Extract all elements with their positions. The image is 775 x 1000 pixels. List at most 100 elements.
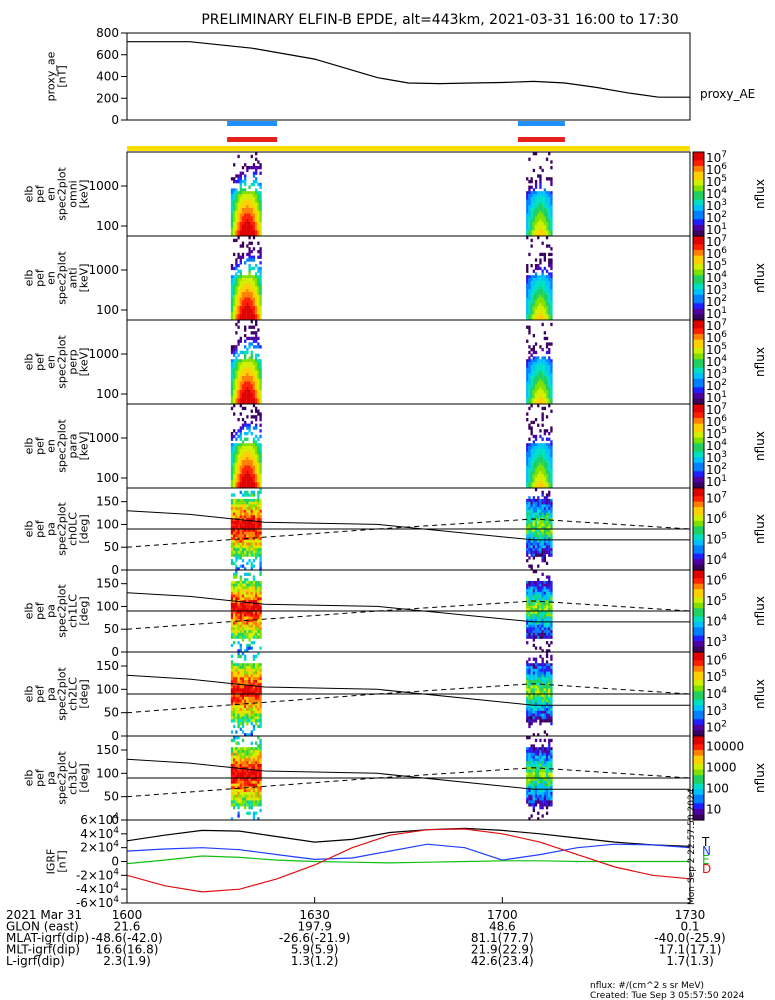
spectrogram-cell: [532, 671, 536, 675]
colorbar-label: nflux: [753, 179, 767, 209]
spectrogram-cell: [550, 654, 553, 659]
spectrogram-cell: [246, 283, 249, 287]
y-tick-label: 150: [96, 743, 119, 757]
spectrogram-cell: [532, 591, 536, 596]
spectrogram-cell: [246, 696, 249, 701]
spectrogram-cell: [235, 501, 238, 505]
footer-cell: 1.3(1.2): [291, 954, 339, 968]
spectrogram-cell: [250, 632, 253, 637]
spectrogram-cell: [526, 339, 529, 343]
spectrogram-cell: [248, 512, 251, 516]
spectrogram-cell: [246, 512, 249, 516]
series-line-E: [126, 855, 690, 865]
spectrogram-cell: [550, 275, 553, 279]
spectrogram-cell: [255, 152, 258, 156]
spectrogram-cell: [250, 780, 253, 785]
spectrogram-cell: [252, 688, 256, 692]
spectrogram-cell: [235, 621, 238, 626]
spectrogram-cell: [241, 716, 245, 720]
spectrogram-cell: [252, 208, 256, 212]
spectrogram-cell: [255, 722, 258, 726]
spectrogram-cell: [237, 747, 240, 751]
spectrogram-cell: [257, 353, 260, 357]
spectrogram-cell: [259, 367, 262, 371]
spectrogram-cell: [548, 476, 551, 481]
spectrogram-cell: [230, 317, 234, 321]
spectrogram-cell: [530, 348, 533, 352]
spectrogram-cell: [539, 216, 542, 220]
spectrogram-cell: [537, 578, 540, 582]
spectrogram-cell: [532, 526, 536, 530]
spectrogram-cell: [528, 769, 531, 773]
spectrogram-cell: [233, 641, 236, 645]
spectrogram-cell: [550, 160, 553, 164]
spectrogram-cell: [233, 306, 236, 310]
spectrogram-cell: [252, 311, 256, 315]
spectrogram-cell: [241, 370, 245, 374]
spectrogram-cell: [537, 691, 540, 695]
spectrogram-cell: [550, 462, 553, 467]
spectrogram-cell: [250, 705, 253, 709]
spectrogram-cell: [239, 336, 242, 341]
spectrogram-cell: [252, 817, 256, 821]
spectrogram-cell: [534, 702, 538, 706]
spectrogram-cell: [548, 761, 551, 765]
spectrogram-cell: [239, 230, 242, 234]
spectrogram-cell: [530, 775, 533, 779]
spectrogram-cell: [534, 699, 538, 703]
spectrogram-cell: [541, 490, 544, 494]
spectrogram-cell: [530, 283, 533, 287]
spectrogram-cell: [545, 378, 549, 383]
spectrogram-cell: [534, 657, 538, 661]
spectrogram-cell: [259, 611, 262, 615]
spectrogram-cell: [526, 376, 529, 380]
spectrogram-cell: [550, 384, 553, 388]
spectrogram-cell: [233, 230, 236, 234]
spectrogram-cell: [550, 786, 553, 790]
spectrogram-cell: [252, 518, 256, 522]
spectrogram-cell: [532, 624, 536, 628]
spectrogram-cell: [239, 597, 242, 601]
spectrogram-cell: [237, 512, 240, 516]
spectrogram-cell: [534, 180, 538, 184]
spectrogram-cell: [534, 292, 538, 296]
spectrogram-cell: [250, 520, 253, 525]
spectrogram-cell: [548, 512, 551, 516]
spectrogram-cell: [548, 300, 551, 304]
spectrogram-cell: [235, 275, 238, 279]
spectrogram-cell: [534, 630, 538, 634]
spectrogram-cell: [548, 224, 551, 229]
spectrogram-cell: [239, 627, 242, 631]
spectrogram-cell: [237, 482, 240, 486]
spectrogram-cell: [244, 523, 247, 527]
colorbar-cell: [693, 493, 704, 497]
spectrogram-cell: [246, 534, 249, 538]
spectrogram-cell: [246, 443, 249, 447]
spectrogram-cell: [541, 283, 544, 287]
spectrogram-cell: [548, 280, 551, 285]
spectrogram-cell: [239, 523, 242, 527]
spectrogram-cell: [539, 719, 542, 723]
spectrogram-cell: [252, 387, 256, 391]
colorbar-cell: [693, 199, 704, 203]
spectrogram-cell: [252, 163, 256, 167]
spectrogram-cell: [534, 747, 538, 751]
spectrogram-cell: [237, 446, 240, 450]
spectrogram-cell: [528, 518, 531, 522]
spectrogram-cell: [250, 202, 253, 206]
spectrogram-cell: [530, 429, 533, 433]
spectrogram-cell: [237, 303, 240, 307]
spectrogram-cell: [257, 518, 260, 522]
spectrogram-cell: [237, 339, 240, 343]
spectrogram-cell: [239, 448, 242, 453]
spectrogram-cell: [541, 359, 544, 363]
spectrogram-cell: [530, 611, 533, 615]
spectrogram-cell: [250, 624, 253, 628]
spectrogram-cell: [532, 465, 536, 469]
spectrogram-cell: [252, 523, 256, 527]
spectrogram-cell: [537, 362, 540, 366]
spectrogram-cell: [250, 294, 253, 299]
spectrogram-cell: [250, 364, 253, 369]
spectrogram-cell: [532, 550, 536, 555]
spectrogram-cell: [230, 292, 234, 296]
